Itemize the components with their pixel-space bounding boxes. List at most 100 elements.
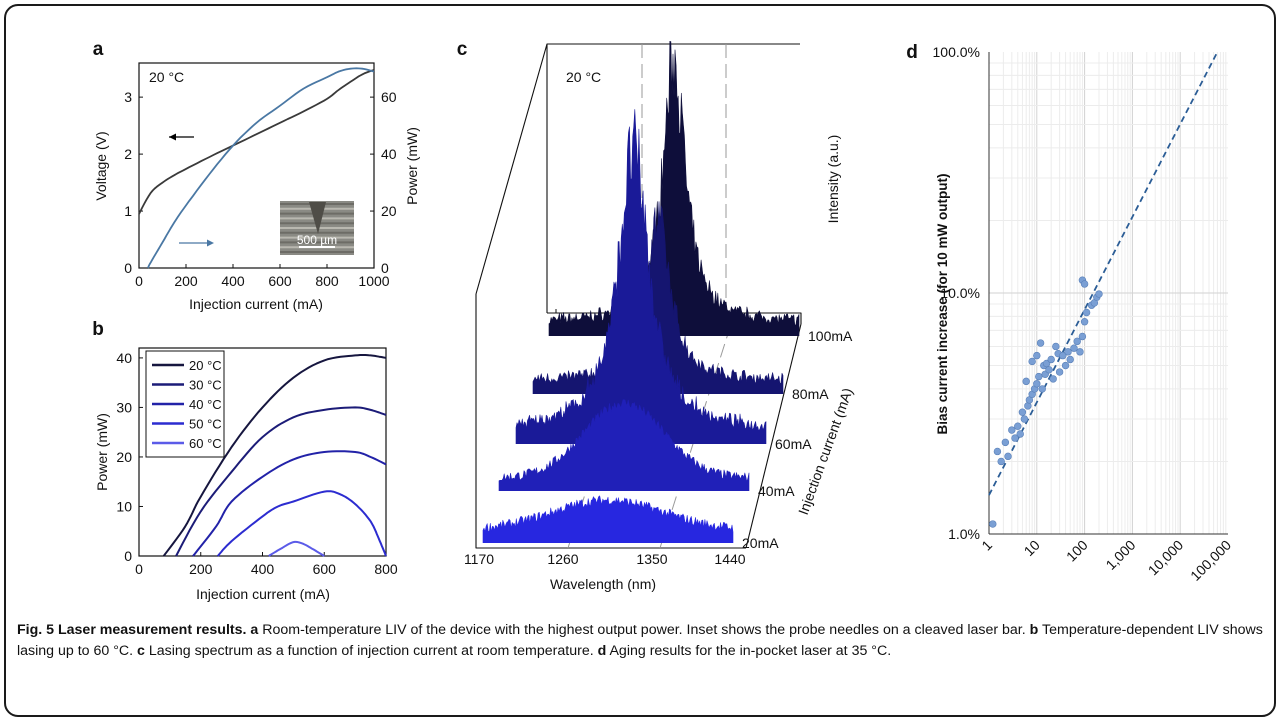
- panel-a-frame: [138, 62, 375, 269]
- panel-d-point: [1033, 351, 1041, 360]
- panel-c-spectrum-3: [532, 201, 784, 394]
- panel-c-current-label: 80mA: [792, 386, 829, 402]
- panel-b-ylabel: Power (mW): [94, 413, 110, 491]
- panel-c-xlabel: Wavelength (nm): [550, 576, 656, 592]
- panel-c-label: c: [457, 39, 468, 60]
- panel-d-point: [989, 520, 997, 528]
- panel-d-point: [1047, 355, 1055, 364]
- panel-d-ytick-label: 10.0%: [940, 285, 980, 301]
- panel-d-point: [1059, 351, 1067, 360]
- panel-d-point: [1008, 426, 1016, 434]
- panel-b-legend-label: 60 °C: [189, 436, 222, 451]
- panel-b-ytick-label: 40: [116, 350, 132, 366]
- panel-d-point: [1061, 361, 1070, 370]
- panel-d-point: [1070, 344, 1078, 352]
- panel-d-point: [1049, 375, 1057, 383]
- caption-a-text: Room-temperature LIV of the device with …: [262, 622, 1026, 638]
- panel-d-point: [1064, 348, 1072, 356]
- panel-b-legend-label: 50 °C: [189, 417, 222, 432]
- panel-d-point: [1076, 348, 1084, 356]
- panel-d-point: [1055, 368, 1064, 376]
- panel-d-point: [1073, 337, 1081, 346]
- panel-c-xtick-label: 1440: [714, 551, 745, 567]
- panel-d-point: [1066, 355, 1074, 364]
- panel-a-ytick-right-label: 20: [381, 203, 397, 219]
- panel-b-xtick-label: 0: [135, 561, 143, 577]
- panel-d-point: [1095, 290, 1103, 298]
- figure-caption: Fig. 5 Laser measurement results. a Room…: [17, 620, 1272, 662]
- panel-c-current-label: 100mA: [808, 328, 853, 344]
- panel-d-point: [1042, 359, 1051, 368]
- caption-a-label: a: [250, 622, 259, 638]
- panel-a-ytick-right-label: 60: [381, 89, 397, 105]
- panel-d-point: [1052, 342, 1060, 351]
- panel-a-ytick-left-label: 3: [124, 89, 132, 105]
- panel-c-spectrum-2: [515, 109, 767, 444]
- panel-c-current-label: 40mA: [758, 483, 795, 499]
- panel-d-point: [997, 457, 1005, 466]
- panel-a-ytick-right-label: 0: [381, 260, 389, 276]
- panel-d-ytick-label: 100.0%: [933, 44, 980, 60]
- panel-b-series-3: [216, 490, 387, 557]
- panel-d-xtick-label: 100: [1063, 537, 1091, 565]
- panel-b-xtick-label: 200: [189, 561, 213, 577]
- panel-d-point: [1038, 385, 1046, 393]
- panel-a-ylabel-left: Voltage (V): [93, 131, 109, 200]
- panel-b-series-2: [192, 450, 387, 557]
- panel-d-point: [1022, 377, 1030, 386]
- panel-a-xtick-label: 0: [135, 273, 143, 289]
- panel-c-spectrum-4: [548, 41, 800, 336]
- caption-c-text: Lasing spectrum as a function of injecti…: [148, 643, 594, 659]
- panel-a-voltage-curve: [138, 68, 375, 215]
- panel-b-series-1: [175, 406, 387, 557]
- panel-b-legend-label: 20 °C: [189, 358, 222, 373]
- caption-c-label: c: [137, 643, 145, 659]
- panel-b-xtick-label: 400: [251, 561, 275, 577]
- panel-a-label: a: [93, 39, 104, 60]
- panel-b-legend-label: 30 °C: [189, 378, 222, 393]
- panel-b-ytick-label: 20: [116, 449, 132, 465]
- panel-a-xtick-label: 800: [315, 273, 339, 289]
- panel-a-ytick-left-label: 2: [124, 146, 132, 162]
- panel-d-point: [1045, 366, 1053, 374]
- panel-d-point: [1080, 280, 1089, 288]
- panel-b-legend-label: 40 °C: [189, 397, 222, 412]
- panel-d-point: [1014, 422, 1022, 430]
- panel-a-xtick-label: 600: [268, 273, 292, 289]
- panel-c-current-label: 20mA: [742, 535, 779, 551]
- panel-b-ytick-label: 30: [116, 399, 132, 415]
- panel-c-xtick-label: 1170: [464, 551, 494, 567]
- panel-c-left-wall: [475, 43, 548, 313]
- panel-c-zlabel: Intensity (a.u.): [825, 135, 841, 224]
- panel-b-xtick-label: 800: [374, 561, 398, 577]
- panel-a-xtick-label: 1000: [358, 273, 389, 289]
- panel-d-point: [1028, 357, 1036, 366]
- panel-d-ytick-label: 1.0%: [948, 526, 980, 542]
- panel-a-xtick-label: 200: [174, 273, 198, 289]
- panel-c-xtick-label: 1350: [636, 551, 667, 567]
- panel-b-series-4: [268, 540, 325, 557]
- panel-a-arrowhead-power: [207, 239, 214, 247]
- panel-d-point: [993, 447, 1002, 456]
- figure-frame: a 0 200 400 600 800 1000 0 1 2 3 0 20 40 60 Injection c…: [4, 4, 1276, 717]
- panel-c-depth-axis: [745, 323, 802, 549]
- caption-d-label: d: [597, 643, 607, 659]
- panel-d-point: [1080, 318, 1089, 326]
- panel-a-annotation: 20 °C: [149, 69, 184, 85]
- caption-b-label: b: [1029, 622, 1039, 638]
- panel-a-inset-needle: [309, 202, 326, 234]
- panel-d-xtick-label: 1: [978, 537, 995, 554]
- panel-d-point: [1082, 308, 1091, 317]
- panel-d-point: [1001, 438, 1010, 447]
- caption-b-text: Temperature-dependent LIV shows lasing u…: [17, 622, 1263, 659]
- panel-b-label: b: [92, 319, 104, 340]
- panel-a-xlabel: Injection current (mA): [189, 296, 323, 312]
- panel-c-annotation: 20 °C: [566, 69, 601, 85]
- panel-a-inset-scale: 500 µm: [297, 233, 337, 247]
- panel-d-xtick-label: 10,000: [1145, 537, 1187, 579]
- caption-d-text: Aging results for the in-pocket laser at…: [609, 643, 892, 659]
- panel-a-ytick-right-label: 40: [381, 146, 397, 162]
- panel-d-point: [1018, 408, 1027, 416]
- panel-d-point: [1004, 452, 1012, 461]
